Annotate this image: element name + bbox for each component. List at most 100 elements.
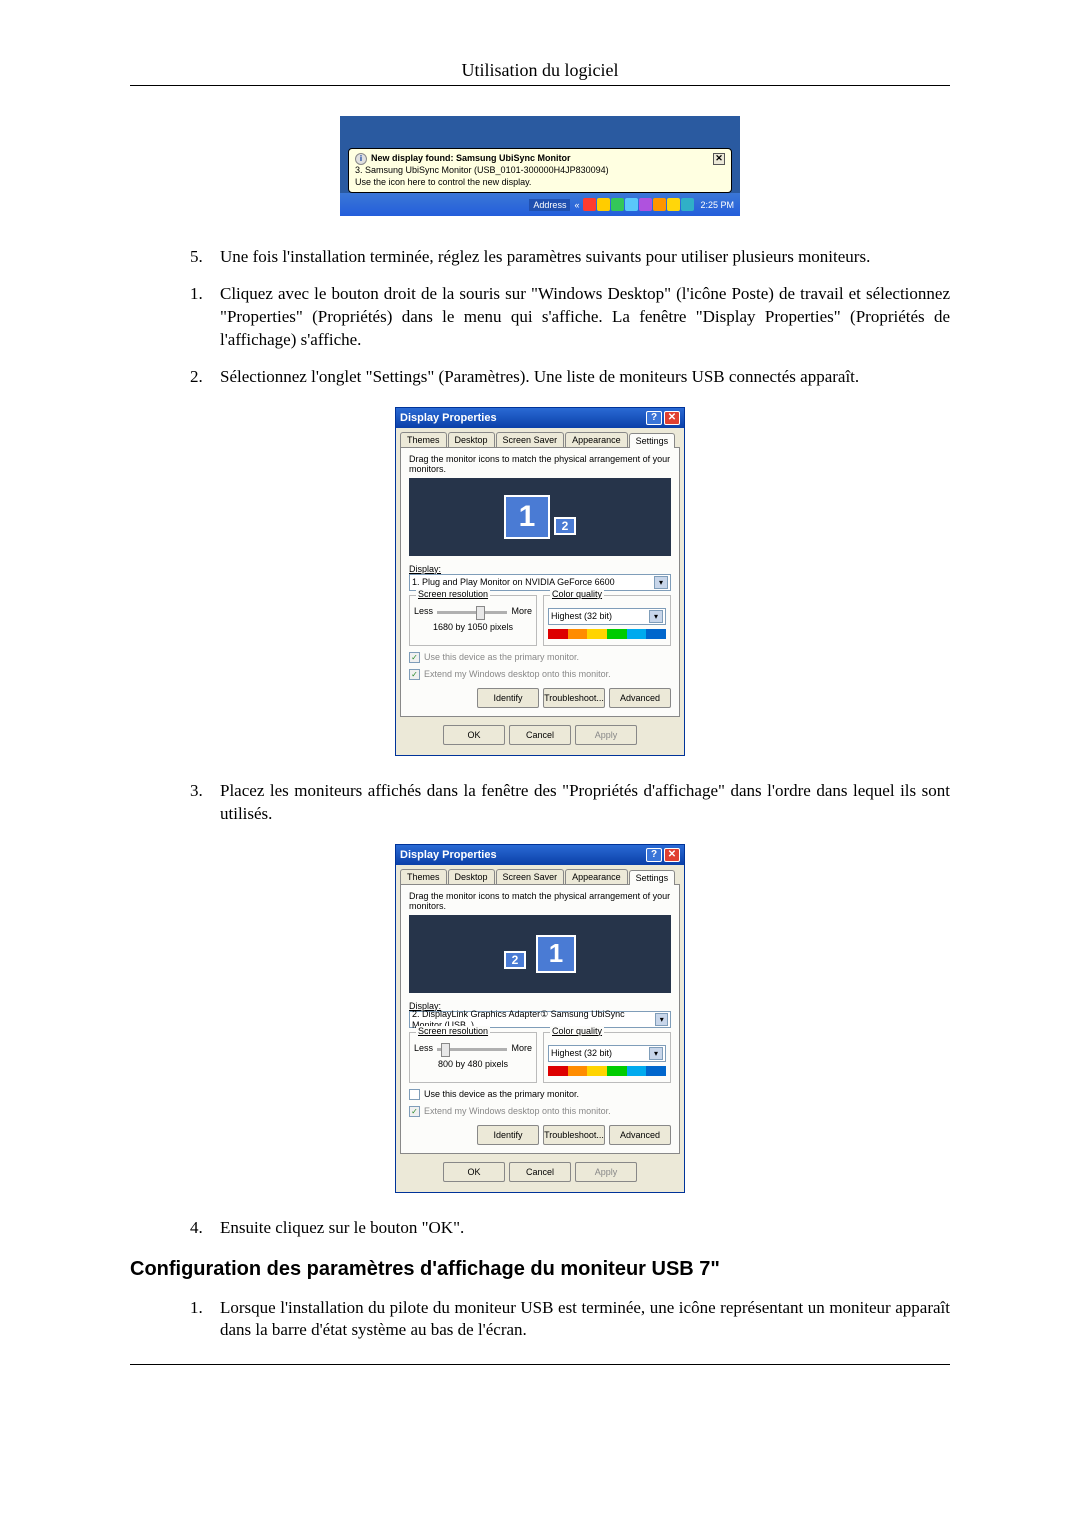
- primary-monitor-label: Use this device as the primary monitor.: [424, 652, 579, 662]
- resolution-slider[interactable]: [437, 1048, 507, 1051]
- color-quality-select[interactable]: Highest (32 bit) ▾: [548, 608, 666, 625]
- tab-desktop[interactable]: Desktop: [448, 432, 495, 447]
- slider-more-label: More: [511, 1043, 532, 1053]
- troubleshoot-button[interactable]: Troubleshoot...: [543, 688, 605, 708]
- ok-button[interactable]: OK: [443, 1162, 505, 1182]
- tab-appearance[interactable]: Appearance: [565, 869, 628, 884]
- cancel-button[interactable]: Cancel: [509, 1162, 571, 1182]
- color-quality-select[interactable]: Highest (32 bit) ▾: [548, 1045, 666, 1062]
- checkbox-primary[interactable]: [409, 1089, 420, 1100]
- dialog-title: Display Properties: [400, 849, 497, 861]
- steps-list: 5. Une fois l'installation terminée, rég…: [190, 246, 950, 389]
- tab-themes[interactable]: Themes: [400, 432, 447, 447]
- footer-divider: [130, 1364, 950, 1365]
- ok-button[interactable]: OK: [443, 725, 505, 745]
- slider-less-label: Less: [414, 606, 433, 616]
- tab-screensaver[interactable]: Screen Saver: [496, 432, 565, 447]
- step-number: 5.: [190, 246, 220, 269]
- display-properties-dialog-2: Display Properties ? ✕ Themes Desktop Sc…: [395, 844, 685, 1193]
- step-text: Une fois l'installation terminée, réglez…: [220, 246, 950, 269]
- steps-list-3: 4. Ensuite cliquez sur le bouton "OK".: [190, 1217, 950, 1240]
- color-quality-label: Color quality: [550, 1026, 604, 1036]
- section-heading: Configuration des paramètres d'affichage…: [130, 1258, 950, 1281]
- slider-thumb[interactable]: [441, 1043, 450, 1057]
- slider-more-label: More: [511, 606, 532, 616]
- dialog-title: Display Properties: [400, 412, 497, 424]
- checkbox-extend: ✓: [409, 1106, 420, 1117]
- cancel-button[interactable]: Cancel: [509, 725, 571, 745]
- monitor-icon-2[interactable]: 2: [554, 517, 576, 535]
- info-icon: i: [355, 153, 367, 165]
- monitor-icon-2[interactable]: 2: [504, 951, 526, 969]
- tab-strip: Themes Desktop Screen Saver Appearance S…: [400, 869, 680, 885]
- screen-resolution-label: Screen resolution: [416, 589, 490, 599]
- tray-icons: [583, 198, 694, 211]
- taskbar: Address « 2:25 PM: [340, 193, 740, 216]
- slider-less-label: Less: [414, 1043, 433, 1053]
- header-divider: [130, 85, 950, 86]
- screen-resolution-group: Screen resolution Less More 800 by 480 p…: [409, 1032, 537, 1083]
- extend-desktop-label: Extend my Windows desktop onto this moni…: [424, 669, 611, 679]
- drag-instruction: Drag the monitor icons to match the phys…: [409, 891, 671, 911]
- list-item: 4. Ensuite cliquez sur le bouton "OK".: [190, 1217, 950, 1240]
- troubleshoot-button[interactable]: Troubleshoot...: [543, 1125, 605, 1145]
- close-icon[interactable]: ✕: [664, 411, 680, 425]
- list-item: 2. Sélectionnez l'onglet "Settings" (Par…: [190, 366, 950, 389]
- tab-appearance[interactable]: Appearance: [565, 432, 628, 447]
- close-icon[interactable]: ✕: [664, 848, 680, 862]
- color-quality-value: Highest (32 bit): [551, 611, 612, 621]
- chevron-down-icon: ▾: [655, 1013, 668, 1026]
- step-text: Ensuite cliquez sur le bouton "OK".: [220, 1217, 950, 1240]
- extend-desktop-checkbox-row: ✓ Extend my Windows desktop onto this mo…: [409, 1106, 671, 1117]
- tab-screensaver[interactable]: Screen Saver: [496, 869, 565, 884]
- apply-button[interactable]: Apply: [575, 725, 637, 745]
- color-quality-value: Highest (32 bit): [551, 1048, 612, 1058]
- monitor-icon-1[interactable]: 1: [536, 935, 576, 973]
- tab-settings[interactable]: Settings: [629, 870, 676, 885]
- help-icon[interactable]: ?: [646, 848, 662, 862]
- screen-resolution-group: Screen resolution Less More 1680 by 1050…: [409, 595, 537, 646]
- list-item: 1. Lorsque l'installation du pilote du m…: [190, 1297, 950, 1343]
- color-quality-label: Color quality: [550, 589, 604, 599]
- advanced-button[interactable]: Advanced: [609, 1125, 671, 1145]
- primary-monitor-label: Use this device as the primary monitor.: [424, 1089, 579, 1099]
- resolution-value: 1680 by 1050 pixels: [414, 622, 532, 632]
- display-select-value: 1. Plug and Play Monitor on NVIDIA GeFor…: [412, 577, 615, 587]
- extend-desktop-checkbox-row: ✓ Extend my Windows desktop onto this mo…: [409, 669, 671, 680]
- resolution-slider[interactable]: [437, 611, 507, 614]
- chevron-down-icon: ▾: [654, 576, 668, 589]
- tab-panel-settings: Drag the monitor icons to match the phys…: [400, 885, 680, 1154]
- steps-list-2: 3. Placez les moniteurs affichés dans la…: [190, 780, 950, 826]
- monitor-icon-1[interactable]: 1: [504, 495, 550, 539]
- tab-desktop[interactable]: Desktop: [448, 869, 495, 884]
- step-number: 3.: [190, 780, 220, 826]
- advanced-button[interactable]: Advanced: [609, 688, 671, 708]
- dialog-titlebar: Display Properties ? ✕: [396, 408, 684, 428]
- help-icon[interactable]: ?: [646, 411, 662, 425]
- step-number: 1.: [190, 1297, 220, 1343]
- primary-monitor-checkbox-row: ✓ Use this device as the primary monitor…: [409, 652, 671, 663]
- monitor-arrangement-canvas[interactable]: 1 2: [409, 478, 671, 556]
- display-properties-dialog-1: Display Properties ? ✕ Themes Desktop Sc…: [395, 407, 685, 756]
- identify-button[interactable]: Identify: [477, 1125, 539, 1145]
- tab-themes[interactable]: Themes: [400, 869, 447, 884]
- list-item: 3. Placez les moniteurs affichés dans la…: [190, 780, 950, 826]
- tab-panel-settings: Drag the monitor icons to match the phys…: [400, 448, 680, 717]
- checkbox-extend: ✓: [409, 669, 420, 680]
- address-label: Address: [529, 199, 570, 211]
- tab-settings[interactable]: Settings: [629, 433, 676, 448]
- chevron-icon: «: [574, 200, 579, 210]
- slider-thumb[interactable]: [476, 606, 485, 620]
- monitor-arrangement-canvas[interactable]: 2 1: [409, 915, 671, 993]
- apply-button[interactable]: Apply: [575, 1162, 637, 1182]
- close-icon[interactable]: ✕: [713, 153, 725, 165]
- list-item: 1. Cliquez avec le bouton droit de la so…: [190, 283, 950, 352]
- tab-strip: Themes Desktop Screen Saver Appearance S…: [400, 432, 680, 448]
- identify-button[interactable]: Identify: [477, 688, 539, 708]
- drag-instruction: Drag the monitor icons to match the phys…: [409, 454, 671, 474]
- notification-screenshot: i New display found: Samsung UbiSync Mon…: [340, 116, 740, 216]
- step-text: Cliquez avec le bouton droit de la souri…: [220, 283, 950, 352]
- primary-monitor-checkbox-row[interactable]: Use this device as the primary monitor.: [409, 1089, 671, 1100]
- chevron-down-icon: ▾: [649, 1047, 663, 1060]
- notification-balloon: i New display found: Samsung UbiSync Mon…: [348, 148, 732, 193]
